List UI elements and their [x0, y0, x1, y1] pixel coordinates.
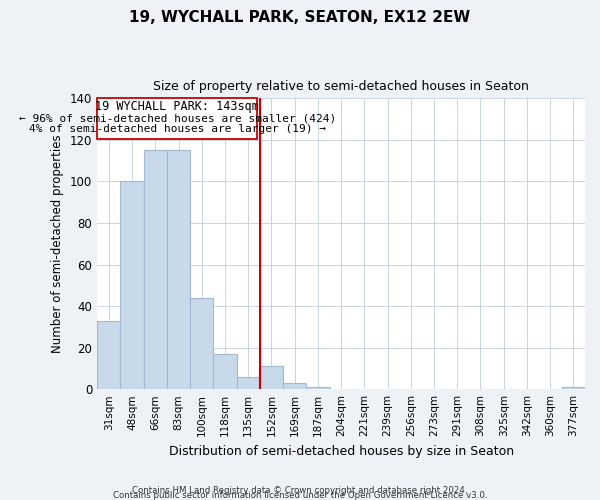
Title: Size of property relative to semi-detached houses in Seaton: Size of property relative to semi-detach… — [153, 80, 529, 93]
Y-axis label: Number of semi-detached properties: Number of semi-detached properties — [52, 134, 64, 353]
Bar — [283, 383, 306, 389]
Text: Contains HM Land Registry data © Crown copyright and database right 2024.: Contains HM Land Registry data © Crown c… — [132, 486, 468, 495]
Text: 19, WYCHALL PARK, SEATON, EX12 2EW: 19, WYCHALL PARK, SEATON, EX12 2EW — [130, 10, 470, 25]
Bar — [214, 354, 236, 389]
Bar — [236, 376, 260, 389]
Text: 19 WYCHALL PARK: 143sqm: 19 WYCHALL PARK: 143sqm — [95, 100, 259, 112]
Bar — [167, 150, 190, 389]
Bar — [143, 150, 167, 389]
Bar — [121, 182, 143, 389]
Text: 4% of semi-detached houses are larger (19) →: 4% of semi-detached houses are larger (1… — [29, 124, 326, 134]
Text: Contains public sector information licensed under the Open Government Licence v3: Contains public sector information licen… — [113, 491, 487, 500]
Bar — [97, 320, 121, 389]
Bar — [562, 387, 585, 389]
Bar — [190, 298, 214, 389]
Text: ← 96% of semi-detached houses are smaller (424): ← 96% of semi-detached houses are smalle… — [19, 113, 336, 123]
FancyBboxPatch shape — [97, 98, 257, 139]
Bar — [306, 387, 329, 389]
X-axis label: Distribution of semi-detached houses by size in Seaton: Distribution of semi-detached houses by … — [169, 444, 514, 458]
Bar — [260, 366, 283, 389]
